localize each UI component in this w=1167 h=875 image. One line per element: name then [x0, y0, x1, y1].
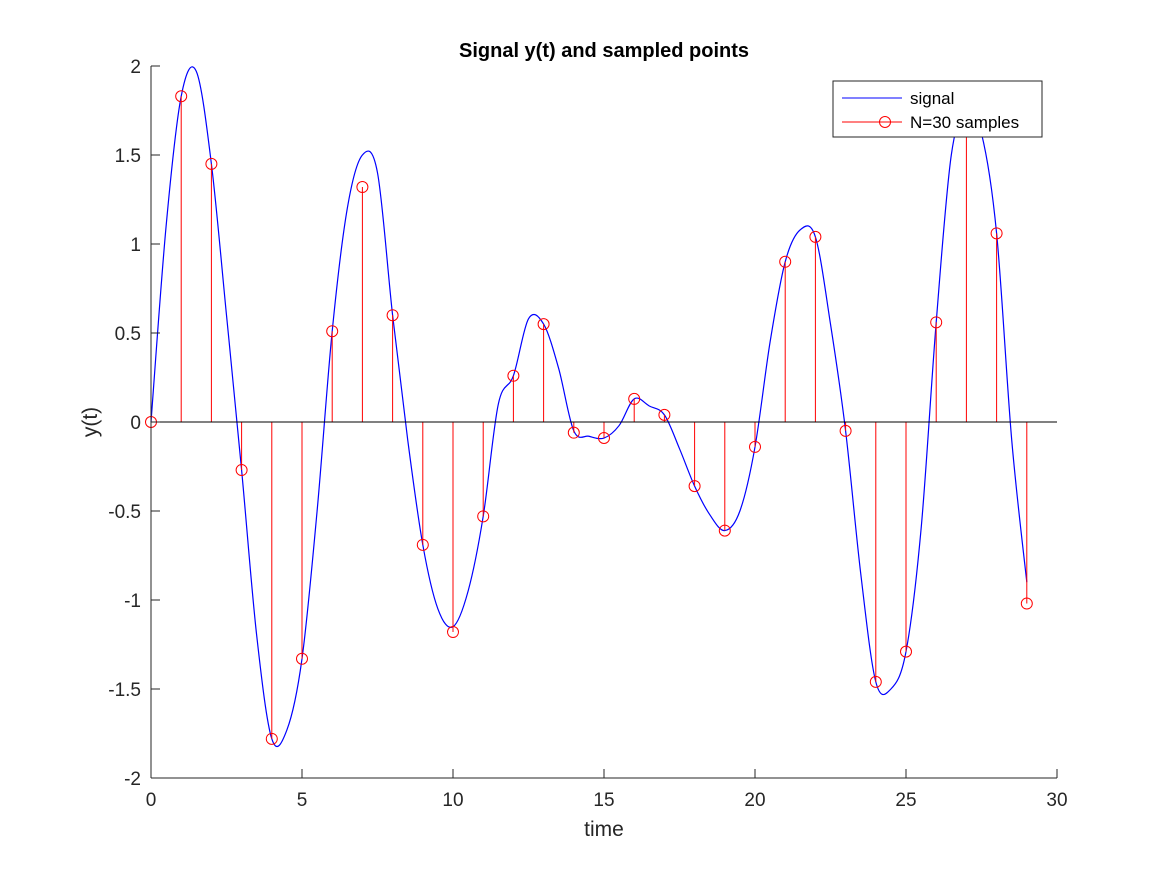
- legend: signal N=30 samples: [832, 80, 1043, 138]
- x-tick-label: 5: [297, 790, 308, 811]
- y-tick-label: 0.5: [115, 324, 141, 345]
- sample-marker: [537, 318, 550, 331]
- y-tick-label: -1.5: [108, 680, 141, 701]
- x-tick-label: 10: [442, 790, 463, 811]
- x-tick-label: 20: [744, 790, 765, 811]
- sample-marker: [809, 230, 822, 243]
- sample-marker: [416, 538, 429, 551]
- x-axis-label: time: [584, 818, 624, 841]
- sample-marker: [356, 181, 369, 194]
- sample-marker: [235, 464, 248, 477]
- y-ticks: -2 -1.5 -1 -0.5 0 0.5 1 1.5 2: [108, 57, 160, 790]
- signal-layer: [150, 66, 1028, 748]
- signal-line: [150, 66, 1028, 748]
- sample-marker: [869, 675, 882, 688]
- legend-samples-label: N=30 samples: [910, 113, 1019, 132]
- sample-marker: [326, 325, 339, 338]
- stem-layer: [145, 90, 1033, 745]
- sample-marker: [447, 626, 459, 639]
- sample-marker: [779, 255, 792, 268]
- sample-marker: [567, 426, 580, 439]
- sample-marker: [1020, 597, 1033, 610]
- legend-samples-marker: [879, 116, 891, 128]
- legend-box: [832, 80, 1043, 138]
- sample-marker: [477, 510, 490, 523]
- sample-marker: [175, 90, 188, 103]
- y-tick-label: 2: [130, 57, 141, 78]
- y-tick-label: 0: [130, 413, 141, 434]
- sample-marker: [205, 157, 218, 170]
- plot-area: [145, 66, 1057, 778]
- y-axis-label: y(t): [79, 407, 102, 437]
- sample-marker: [718, 524, 731, 537]
- sample-marker: [386, 309, 399, 322]
- sample-marker: [296, 652, 308, 665]
- sample-marker: [749, 440, 761, 453]
- sample-marker: [507, 369, 520, 382]
- sample-marker: [628, 392, 641, 405]
- sample-marker: [990, 227, 1003, 240]
- y-tick-label: -2: [124, 769, 141, 790]
- sample-marker: [839, 424, 852, 437]
- x-ticks: 0 5 10 15 20 25 30: [146, 769, 1068, 811]
- sample-marker: [265, 732, 278, 745]
- x-tick-label: 25: [895, 790, 916, 811]
- sample-marker: [658, 408, 671, 421]
- y-tick-label: -1: [124, 591, 141, 612]
- y-tick-label: 1: [130, 235, 141, 256]
- y-tick-label: 1.5: [115, 146, 141, 167]
- sample-marker: [930, 316, 943, 329]
- chart-title: Signal y(t) and sampled points: [459, 40, 749, 62]
- x-tick-label: 15: [593, 790, 614, 811]
- sample-marker: [598, 432, 610, 445]
- sample-marker: [688, 480, 701, 493]
- x-tick-label: 0: [146, 790, 157, 811]
- x-tick-label: 30: [1046, 790, 1067, 811]
- sample-marker: [900, 645, 912, 658]
- legend-signal-label: signal: [910, 89, 954, 108]
- y-tick-label: -0.5: [108, 502, 141, 523]
